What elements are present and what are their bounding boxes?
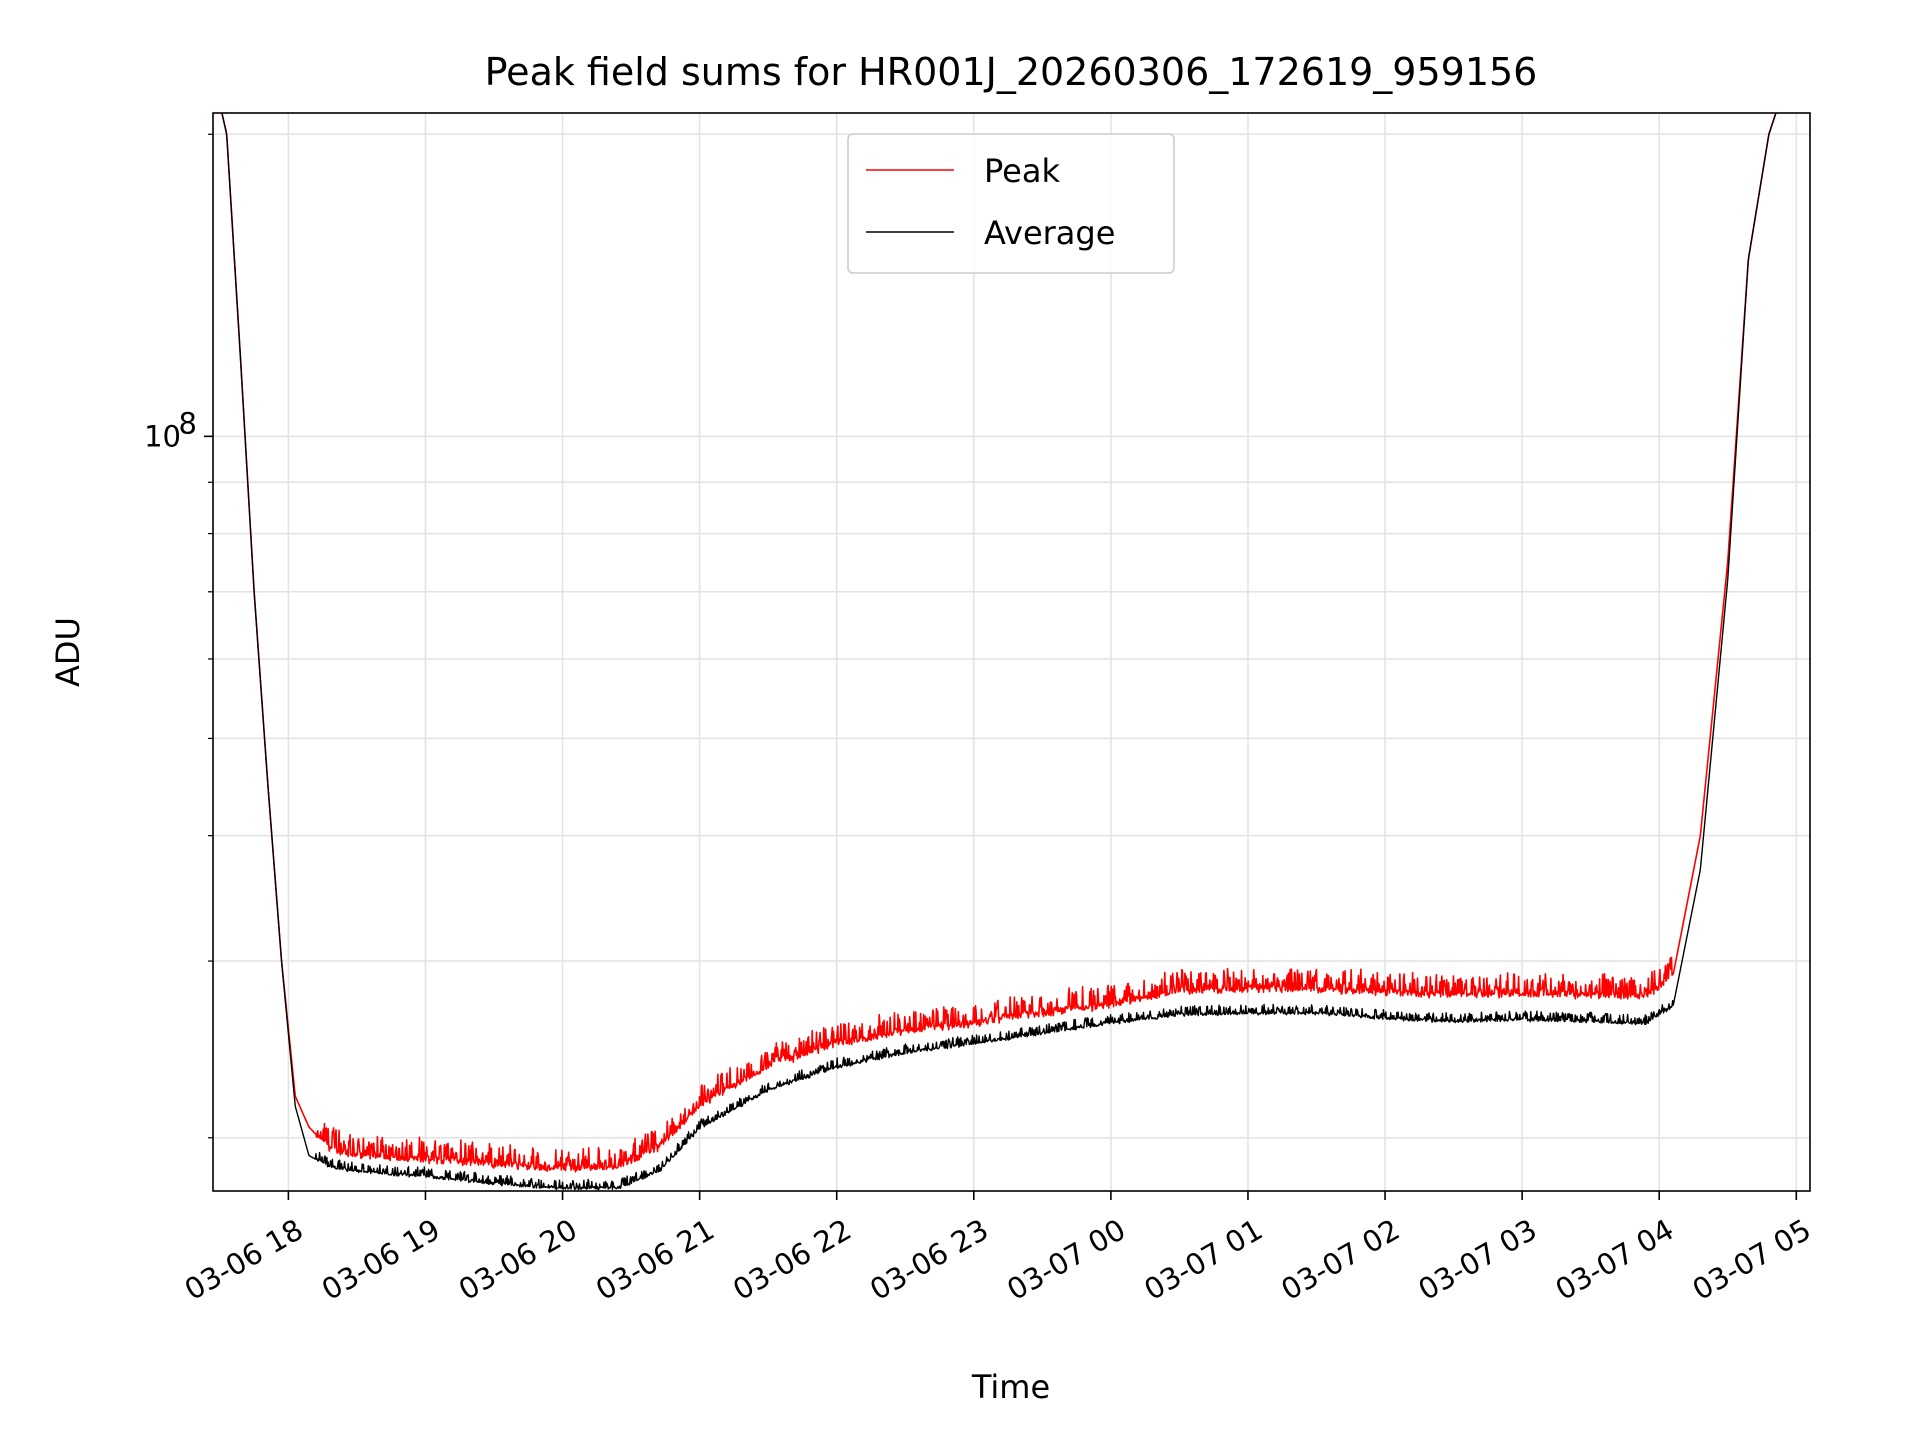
y-axis-label: ADU bbox=[49, 617, 87, 687]
legend-label-peak: Peak bbox=[984, 152, 1060, 190]
legend-label-average: Average bbox=[984, 214, 1115, 252]
series-line-peak bbox=[221, 113, 1777, 1173]
series-line-average bbox=[221, 113, 1777, 1191]
plot-frame bbox=[212, 112, 1811, 1192]
y-tick-label-base: 10 bbox=[144, 419, 181, 453]
legend: Peak Average bbox=[847, 133, 1175, 274]
y-tick-label-exponent: 8 bbox=[179, 406, 197, 440]
series-layer bbox=[221, 113, 1777, 1191]
legend-box bbox=[847, 133, 1175, 274]
chart-title: Peak field sums for HR001J_20260306_1726… bbox=[485, 50, 1538, 94]
y-tick-label: 10 bbox=[144, 419, 181, 453]
x-axis-label: Time bbox=[971, 1368, 1050, 1406]
